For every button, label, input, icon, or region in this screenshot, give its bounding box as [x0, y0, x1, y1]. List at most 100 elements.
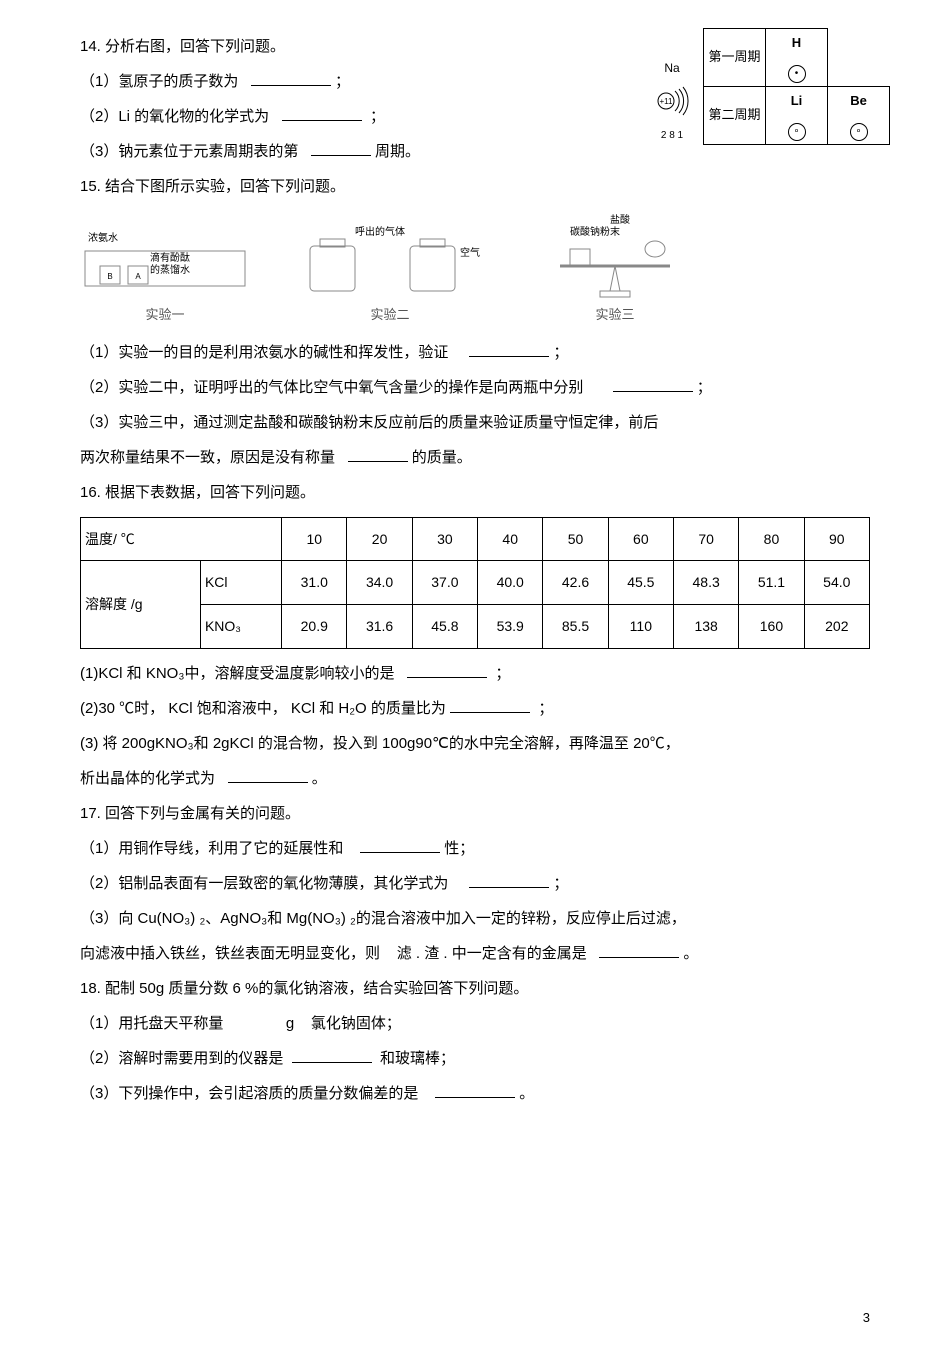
na-shells: 2 8 1: [661, 130, 683, 141]
svg-text:滴有酚酞: 滴有酚酞: [150, 251, 190, 264]
exp3-icon: 盐酸 碳酸钠粉末: [530, 211, 700, 301]
q18-2a: （2）溶解时需要用到的仪器是: [80, 1050, 283, 1067]
q17-3a: （3）向 Cu(NO₃) ₂、AgNO₃和 Mg(NO₃) ₂的混合溶液中加入一…: [80, 902, 870, 935]
element-H: H: [792, 35, 801, 50]
exp3: 盐酸 碳酸钠粉末 实验三: [530, 211, 700, 330]
kno3-70: 138: [673, 605, 738, 649]
q18-2b: 和玻璃棒；: [380, 1050, 455, 1067]
q18-3a: （3）下列操作中，会引起溶质的质量分数偏差的是: [80, 1085, 418, 1102]
svg-text:A: A: [135, 272, 141, 281]
kcl-40: 40.0: [478, 561, 543, 605]
kcl-90: 54.0: [804, 561, 869, 605]
page-number: 3: [863, 1304, 870, 1333]
exp2: 呼出的气体 空气 实验二: [290, 221, 490, 330]
q14-3-a: （3）钠元素位于元素周期表的第: [80, 143, 298, 160]
q18-1b: 氯化钠固体；: [311, 1015, 401, 1032]
element-Be: Be: [850, 93, 867, 108]
temp-header: 温度/ ℃: [81, 517, 282, 561]
svg-text:的蒸馏水: 的蒸馏水: [150, 263, 190, 276]
q14-2-tail: ；: [370, 108, 385, 125]
kcl-50: 42.6: [543, 561, 608, 605]
blank[interactable]: [282, 105, 362, 122]
q15-2-tail: ；: [697, 379, 712, 396]
kno3-30: 45.8: [412, 605, 477, 649]
q16-3b: 析出晶体的化学式为: [80, 770, 215, 787]
exp1-label: 实验一: [80, 301, 250, 330]
exp2-label: 实验二: [290, 301, 490, 330]
blank[interactable]: [469, 340, 549, 357]
q18-3-tail: 。: [519, 1085, 534, 1102]
kcl-label: KCl: [200, 561, 281, 605]
svg-text:B: B: [107, 272, 112, 281]
kno3-40: 53.9: [478, 605, 543, 649]
cell-Be: Be ∘: [828, 87, 890, 145]
kcl-20: 34.0: [347, 561, 412, 605]
empty-cell: [828, 29, 890, 87]
q17-2a: （2）铝制品表面有一层致密的氧化物薄膜，其化学式为: [80, 875, 448, 892]
blank[interactable]: [311, 140, 371, 157]
t30: 30: [412, 517, 477, 561]
svg-text:盐酸: 盐酸: [610, 213, 630, 226]
q15-3b: 两次称量结果不一致，原因是没有称量: [80, 449, 335, 466]
blank[interactable]: [360, 836, 440, 853]
blank[interactable]: [613, 375, 693, 392]
blank[interactable]: [599, 941, 679, 958]
q14-2-text: （2）Li 的氧化物的化学式为: [80, 108, 269, 125]
kcl-60: 45.5: [608, 561, 673, 605]
t60: 60: [608, 517, 673, 561]
periodic-fragment: 第一周期 H • 第二周期 Li ∘ Be ∘: [703, 28, 890, 145]
q16-2-tail: ；: [538, 700, 553, 717]
exp1-icon: B A 浓氨水 滴有酚酞 的蒸馏水: [80, 221, 250, 301]
exp3-label: 实验三: [530, 301, 700, 330]
blank[interactable]: [348, 445, 408, 462]
kcl-10: 31.0: [282, 561, 347, 605]
t20: 20: [347, 517, 412, 561]
atom-shells-icon: +11: [649, 81, 695, 121]
blank[interactable]: [228, 766, 308, 783]
atom-icon: ∘: [788, 123, 806, 141]
q16-3a: (3) 将 200gKNO₃和 2gKCl 的混合物，投入到 100g90℃的水…: [80, 727, 870, 760]
svg-text:+11: +11: [660, 97, 674, 106]
blank[interactable]: [469, 871, 549, 888]
q18-stem: 18. 配制 50g 质量分数 6 %的氯化钠溶液，结合实验回答下列问题。: [80, 972, 870, 1005]
blank[interactable]: [232, 1011, 282, 1028]
q17-3c: 滤 . 渣 . 中一定含有的金属是: [397, 945, 587, 962]
kcl-80: 51.1: [739, 561, 804, 605]
sol-header: 溶解度 /g: [81, 561, 201, 649]
blank[interactable]: [292, 1046, 372, 1063]
t40: 40: [478, 517, 543, 561]
period-1-label: 第一周期: [704, 29, 766, 87]
exp1: B A 浓氨水 滴有酚酞 的蒸馏水 实验一: [80, 221, 250, 330]
svg-text:空气: 空气: [460, 246, 480, 259]
cell-H: H •: [766, 29, 828, 87]
q16-stem: 16. 根据下表数据，回答下列问题。: [80, 476, 870, 509]
kno3-20: 31.6: [347, 605, 412, 649]
t80: 80: [739, 517, 804, 561]
q16-3-tail: 。: [312, 770, 327, 787]
kcl-30: 37.0: [412, 561, 477, 605]
blank[interactable]: [251, 70, 331, 87]
q17-3b: 向滤液中插入铁丝，铁丝表面无明显变化，则: [80, 945, 380, 962]
q18-1-unit: g: [286, 1015, 294, 1032]
blank[interactable]: [435, 1081, 515, 1098]
kno3-80: 160: [739, 605, 804, 649]
kno3-label: KNO₃: [200, 605, 281, 649]
t50: 50: [543, 517, 608, 561]
blank[interactable]: [407, 661, 487, 678]
experiment-diagrams: B A 浓氨水 滴有酚酞 的蒸馏水 实验一 呼出的气体 空气 实验二 盐酸 碳酸…: [80, 211, 870, 330]
q17-stem: 17. 回答下列与金属有关的问题。: [80, 797, 870, 830]
q15-3c: 的质量。: [412, 449, 472, 466]
na-label: Na: [664, 61, 679, 75]
q14-1-text: （1）氢原子的质子数为: [80, 73, 238, 90]
blank[interactable]: [450, 696, 530, 713]
q17-1b: 性；: [444, 840, 474, 857]
cell-Li: Li ∘: [766, 87, 828, 145]
q14-1-tail: ；: [335, 73, 350, 90]
solubility-table: 温度/ ℃ 10 20 30 40 50 60 70 80 90 溶解度 /g …: [80, 517, 870, 649]
atom-icon: ∘: [850, 123, 868, 141]
q15-2: （2）实验二中，证明呼出的气体比空气中氧气含量少的操作是向两瓶中分别: [80, 379, 583, 396]
kno3-10: 20.9: [282, 605, 347, 649]
svg-text:浓氨水: 浓氨水: [88, 231, 118, 244]
t90: 90: [804, 517, 869, 561]
kno3-50: 85.5: [543, 605, 608, 649]
